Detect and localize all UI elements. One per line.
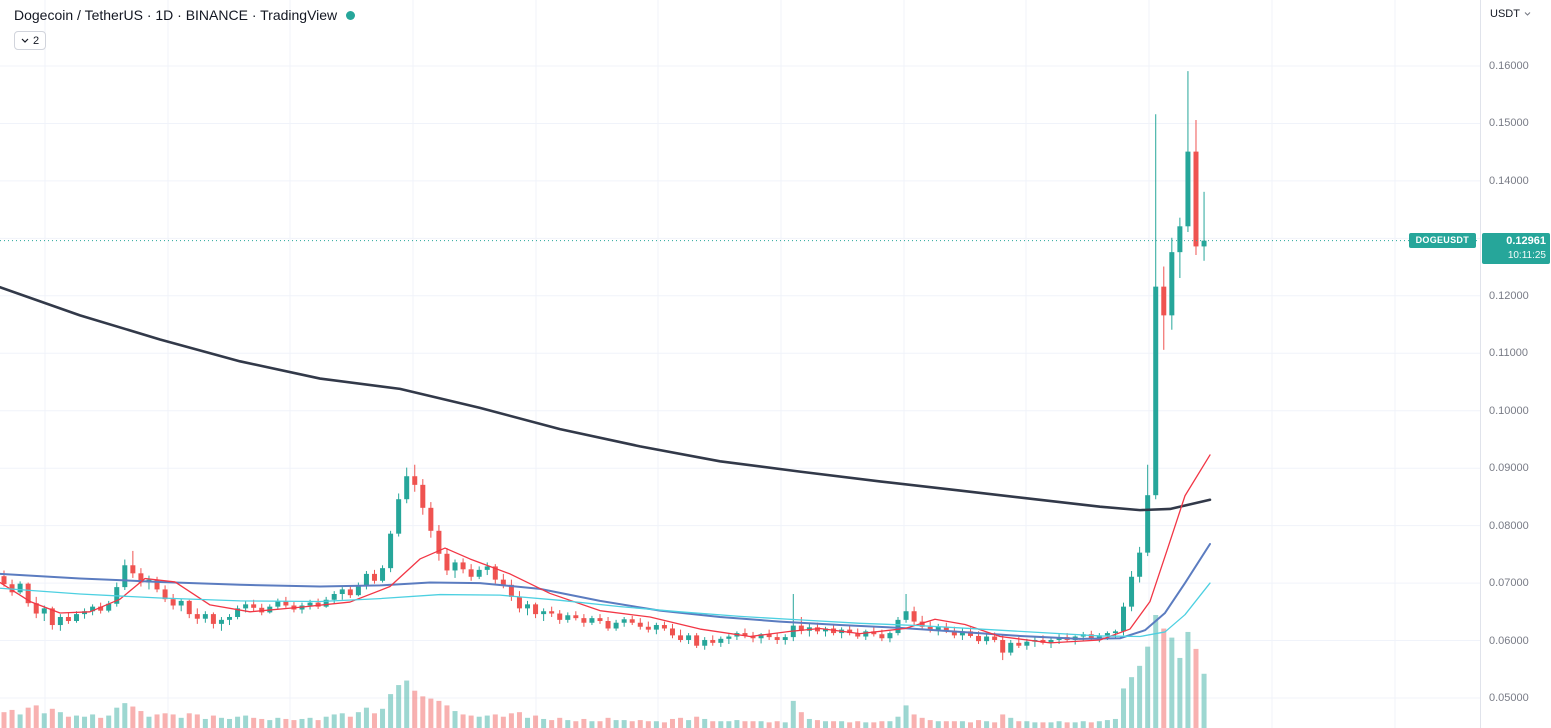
price-tick-label: 0.10000 bbox=[1489, 404, 1529, 417]
price-tick-label: 0.16000 bbox=[1489, 60, 1529, 72]
price-tick-label: 0.09000 bbox=[1489, 462, 1529, 475]
chart-pane[interactable]: DOGEUSDT bbox=[0, 0, 1480, 728]
indicators-collapse-button[interactable]: 2 bbox=[14, 31, 47, 50]
price-tick-label: 0.06000 bbox=[1489, 634, 1529, 647]
ma-line-fast bbox=[0, 582, 1211, 638]
price-tick-label: 0.14000 bbox=[1489, 174, 1529, 187]
ma-line-short bbox=[0, 454, 1211, 644]
grid-layer bbox=[0, 0, 1480, 728]
price-tick-label: 0.05000 bbox=[1489, 692, 1529, 704]
currency-label: USDT bbox=[1490, 8, 1520, 20]
chevron-down-icon bbox=[1524, 12, 1531, 16]
price-tick-label: 0.15000 bbox=[1489, 117, 1529, 130]
price-tick-label: 0.07000 bbox=[1489, 577, 1529, 590]
price-chart-canvas[interactable] bbox=[0, 0, 1480, 728]
market-status-icon[interactable] bbox=[346, 10, 356, 20]
volume-layer bbox=[1, 615, 1207, 728]
ma-line-long bbox=[0, 285, 1212, 512]
ma-line-mid bbox=[0, 543, 1211, 640]
price-tick-label: 0.12000 bbox=[1489, 289, 1529, 302]
symbol-price-tag: DOGEUSDT bbox=[1408, 232, 1476, 248]
indicators-count: 2 bbox=[33, 34, 40, 47]
last-price-value: 0.12961 bbox=[1506, 234, 1546, 247]
last-price-axis-label: 0.12961 10:11:25 bbox=[1482, 232, 1550, 264]
bar-countdown: 10:11:25 bbox=[1507, 249, 1546, 261]
ma-lines-layer bbox=[0, 285, 1212, 644]
chart-legend: Dogecoin / TetherUS · 1D · BINANCE · Tra… bbox=[14, 7, 356, 23]
price-tick-label: 0.08000 bbox=[1489, 519, 1529, 532]
currency-selector[interactable]: USDT bbox=[1490, 8, 1531, 20]
price-tick-label: 0.11000 bbox=[1489, 347, 1528, 360]
price-axis[interactable]: USDT 0.12961 10:11:25 0.16000 0.15000 0.14… bbox=[1480, 0, 1551, 728]
chevron-down-icon bbox=[21, 38, 29, 43]
symbol-title[interactable]: Dogecoin / TetherUS · 1D · BINANCE · Tra… bbox=[14, 7, 338, 23]
